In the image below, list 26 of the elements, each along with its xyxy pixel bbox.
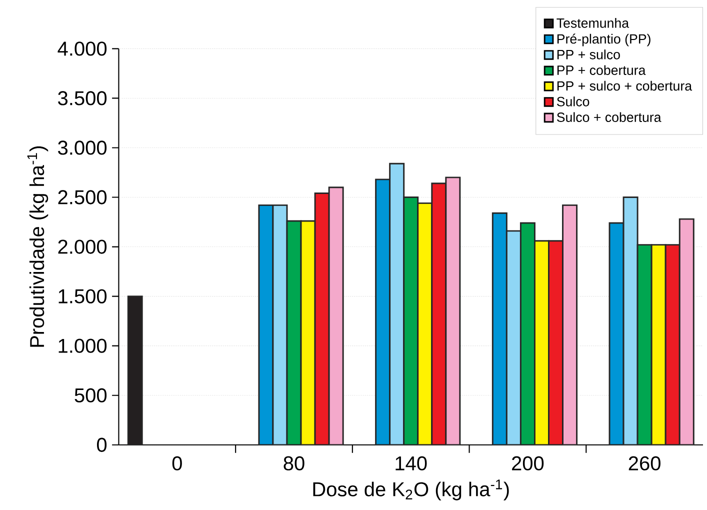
x-axis-title: Dose de K$_{2}$O (kg ha$^{-1}$): [313, 479, 509, 500]
legend-label: Sulco + cobertura: [556, 112, 662, 122]
bar: [272, 204, 288, 445]
x-tick-label: 200: [512, 456, 544, 470]
legend-label: PP + cobertura: [557, 65, 646, 75]
y-tick-label: 4.000: [58, 41, 107, 56]
y-tick-label: 3.500: [58, 91, 107, 106]
legend-label: Sulco: [556, 96, 590, 106]
x-tick-label: 260: [628, 456, 660, 470]
bar: [608, 222, 624, 445]
y-tick-label: 3.000: [58, 140, 107, 155]
y-tick-label: 1.500: [58, 289, 107, 304]
x-tick-label: 0: [172, 456, 182, 470]
legend-label: PP + sulco: [557, 49, 620, 60]
x-tick-label: 140: [396, 456, 427, 470]
y-axis-title: Produtividade (kg ha$^{-1}$): [27, 146, 48, 347]
legend-label: PP + sulco + cobertura: [557, 80, 692, 91]
y-tick-label: 2.500: [58, 190, 107, 204]
legend-label: Testemunha: [556, 18, 630, 28]
y-tick-label: 1.000: [58, 338, 107, 353]
y-tick-label: 500: [74, 388, 107, 402]
x-tick-label: 80: [284, 456, 304, 470]
legend-label: Pré-plantio (PP): [557, 34, 650, 46]
y-tick-label: 0: [96, 438, 107, 452]
bar: [286, 220, 302, 445]
y-tick-label: 2.000: [58, 240, 107, 254]
